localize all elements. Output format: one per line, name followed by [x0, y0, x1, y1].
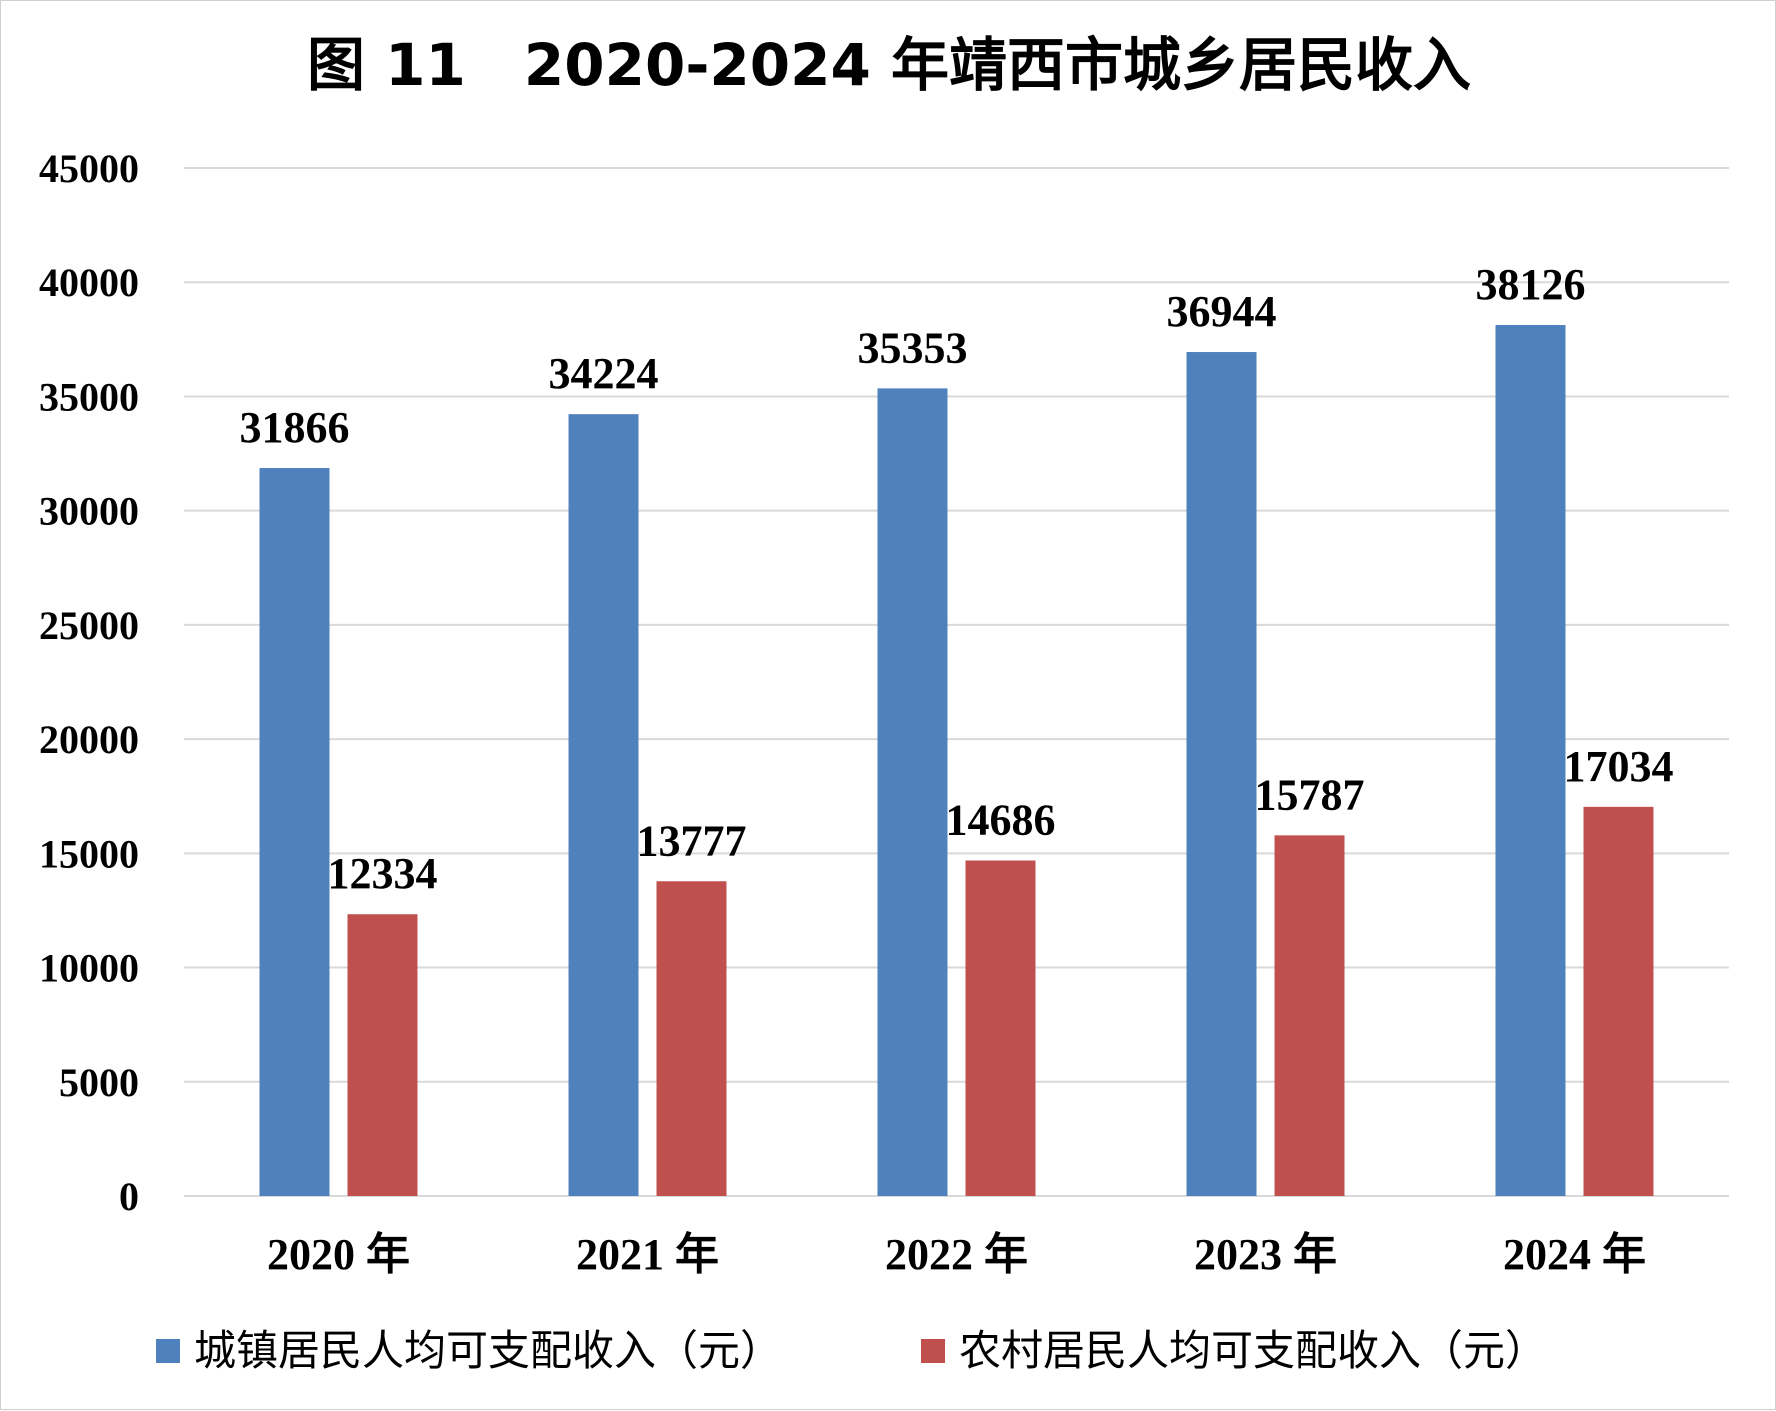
data-labels: 31866 12334 34224 13777 35353 14686 36944 15787… — [240, 260, 1674, 898]
y-tick-label: 20000 — [39, 717, 139, 762]
bar-rural — [1583, 806, 1654, 1196]
y-axis-ticks: 0 5000 10000 15000 20000 25000 30000 35000 40000… — [39, 146, 139, 1219]
data-label: 31866 — [240, 403, 350, 452]
x-tick-label: 2023 年 — [1194, 1230, 1337, 1279]
bars — [259, 325, 1654, 1196]
legend: 城镇居民人均可支配收入（元） 农村居民人均可支配收入（元） — [156, 1326, 1547, 1375]
data-label: 14686 — [946, 796, 1056, 845]
data-label: 34224 — [549, 349, 659, 398]
legend-item: 城镇居民人均可支配收入（元） — [156, 1326, 782, 1375]
y-tick-label: 10000 — [39, 946, 139, 991]
y-tick-label: 45000 — [39, 146, 139, 191]
bar-rural — [1274, 835, 1345, 1196]
y-tick-label: 40000 — [39, 260, 139, 305]
bar-urban — [877, 388, 948, 1196]
data-label: 35353 — [858, 323, 968, 372]
legend-label: 农村居民人均可支配收入（元） — [959, 1326, 1547, 1375]
x-tick-label: 2024 年 — [1503, 1230, 1646, 1279]
y-tick-label: 15000 — [39, 831, 139, 876]
bar-urban — [1495, 325, 1566, 1196]
bar-rural — [656, 881, 727, 1196]
y-tick-label: 5000 — [59, 1060, 139, 1105]
data-label: 12334 — [328, 849, 438, 898]
data-label: 36944 — [1167, 287, 1277, 336]
y-tick-label: 25000 — [39, 603, 139, 648]
y-tick-label: 30000 — [39, 489, 139, 534]
bar-urban — [259, 468, 330, 1196]
bar-urban — [568, 414, 639, 1196]
chart-title: 图 11 2020-2024 年靖西市城乡居民收入 — [307, 31, 1471, 99]
bar-rural — [965, 860, 1036, 1196]
x-tick-label: 2020 年 — [267, 1230, 410, 1279]
x-axis-ticks: 2020 年 2021 年 2022 年 2023 年 2024 年 — [267, 1230, 1646, 1279]
legend-item: 农村居民人均可支配收入（元） — [921, 1326, 1547, 1375]
data-label: 38126 — [1476, 260, 1586, 309]
y-tick-label: 0 — [119, 1174, 139, 1219]
legend-swatch — [156, 1339, 180, 1363]
legend-swatch — [921, 1339, 945, 1363]
x-tick-label: 2022 年 — [885, 1230, 1028, 1279]
legend-label: 城镇居民人均可支配收入（元） — [194, 1326, 782, 1375]
y-tick-label: 35000 — [39, 374, 139, 419]
data-label: 13777 — [637, 816, 747, 865]
x-tick-label: 2021 年 — [576, 1230, 719, 1279]
bar-rural — [347, 914, 418, 1196]
bar-urban — [1186, 352, 1257, 1196]
data-label: 15787 — [1255, 770, 1365, 819]
data-label: 17034 — [1564, 742, 1674, 791]
gridlines — [184, 167, 1729, 1197]
